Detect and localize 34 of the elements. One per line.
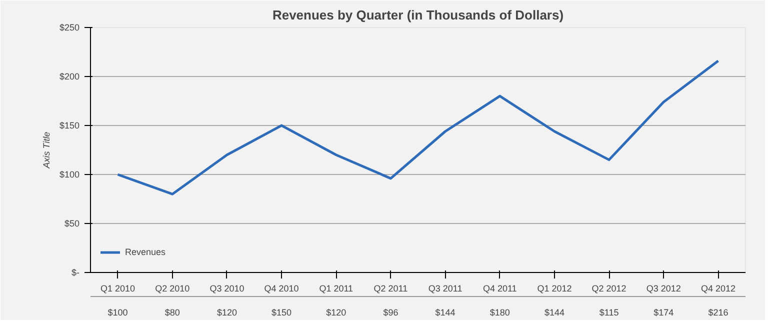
y-tick-label: $150 bbox=[59, 120, 80, 130]
y-axis-title: Axis Title bbox=[41, 132, 52, 170]
x-tick-label: Q1 2010 bbox=[100, 284, 136, 294]
x-tick-label: Q4 2011 bbox=[482, 284, 517, 294]
x-tick-label: Q3 2010 bbox=[210, 284, 244, 294]
x-tick-label: Q2 2010 bbox=[155, 284, 190, 294]
data-label: $150 bbox=[272, 308, 292, 318]
y-tick-label: $100 bbox=[59, 170, 80, 180]
x-tick-label: Q4 2010 bbox=[264, 284, 299, 294]
x-tick-label: Q1 2011 bbox=[319, 284, 354, 294]
data-label: $144 bbox=[544, 308, 564, 318]
x-tick-label: Q2 2012 bbox=[592, 284, 626, 294]
y-tick-label: $200 bbox=[59, 72, 80, 82]
legend-label: Revenues bbox=[125, 247, 166, 257]
data-label: $216 bbox=[708, 308, 728, 318]
line-series bbox=[116, 60, 720, 196]
x-tick-label: Q1 2012 bbox=[537, 284, 572, 294]
data-label: $144 bbox=[435, 308, 456, 318]
data-label: $96 bbox=[383, 308, 398, 318]
y-tick-label: $- bbox=[72, 268, 80, 278]
data-label: $180 bbox=[490, 308, 510, 318]
data-label: $80 bbox=[164, 308, 180, 318]
x-tick-label: Q3 2012 bbox=[646, 284, 681, 294]
data-label: $100 bbox=[108, 308, 128, 318]
data-label: $120 bbox=[326, 308, 346, 318]
x-tick-label: Q2 2011 bbox=[374, 284, 408, 294]
y-tick-label: $50 bbox=[64, 218, 80, 228]
x-tick-label: Q4 2012 bbox=[700, 284, 736, 294]
x-tick-label: Q3 2011 bbox=[428, 284, 462, 294]
chart-title: Revenues by Quarter (in Thousands of Dollars) bbox=[272, 8, 564, 22]
data-label: $115 bbox=[599, 308, 619, 318]
data-label: $120 bbox=[216, 308, 237, 318]
data-label: $174 bbox=[654, 308, 674, 318]
y-tick-label: $250 bbox=[59, 22, 80, 32]
